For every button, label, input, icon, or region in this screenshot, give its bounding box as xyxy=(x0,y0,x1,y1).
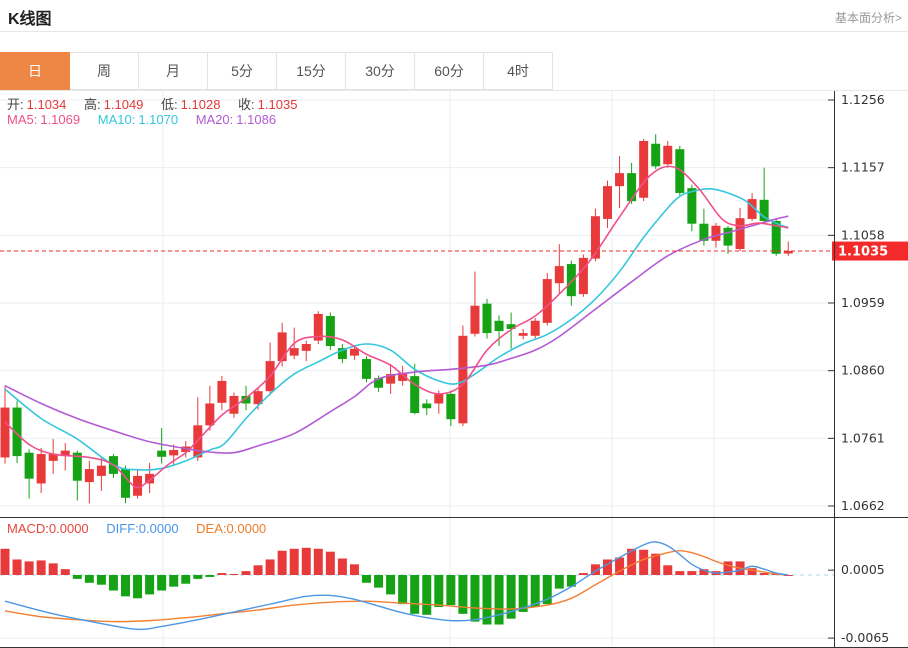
ma10-value: 1.1070 xyxy=(138,112,179,127)
ohlc-readout: 开: 1.1034 高: 1.1049 低: 1.1028 收: 1.1035 xyxy=(7,94,297,113)
svg-text:1.1256: 1.1256 xyxy=(841,92,885,107)
ma5-label: MA5: xyxy=(7,112,38,127)
close-label: 收: xyxy=(238,97,255,112)
current-price-marker: 1.1035 xyxy=(0,241,908,261)
period-tabbar: 日 周 月 5分 15分 30分 60分 4时 xyxy=(0,52,553,90)
tab-day[interactable]: 日 xyxy=(0,52,70,90)
svg-text:1.0860: 1.0860 xyxy=(841,363,885,378)
kline-chart-svg[interactable]: 1.1035 1.1256 1.1157 1.1058 1.0959 1.0860 1.07… xyxy=(0,91,908,648)
current-price-label xyxy=(832,241,908,261)
price-axis: 1.1256 1.1157 1.1058 1.0959 1.0860 1.0761 1.06… xyxy=(828,91,889,647)
ma10-line xyxy=(4,188,789,471)
tab-month[interactable]: 月 xyxy=(138,52,208,90)
tab-15min[interactable]: 15分 xyxy=(276,52,346,90)
ma-readout: MA5: 1.1069 MA10: 1.1070 MA20: 1.1086 xyxy=(7,112,276,127)
dif-line xyxy=(4,541,789,631)
low-label: 低: xyxy=(161,97,178,112)
tab-week[interactable]: 周 xyxy=(69,52,139,90)
close-value: 1.1035 xyxy=(257,97,298,112)
high-label: 高: xyxy=(84,97,101,112)
svg-text:1.0959: 1.0959 xyxy=(841,295,885,310)
tab-60min[interactable]: 60分 xyxy=(414,52,484,90)
diff-label: DIFF: xyxy=(106,521,139,536)
svg-text:1.1157: 1.1157 xyxy=(841,160,885,175)
svg-text:1.1058: 1.1058 xyxy=(841,227,885,242)
ma-lines xyxy=(4,165,789,489)
chart-area: 1.1035 1.1256 1.1157 1.1058 1.0959 1.0860 1.07… xyxy=(0,90,908,648)
tab-4hour[interactable]: 4时 xyxy=(483,52,553,90)
dea-value: 0.0000 xyxy=(226,521,267,536)
svg-text:0.0005: 0.0005 xyxy=(841,562,885,577)
tab-30min[interactable]: 30分 xyxy=(345,52,415,90)
macd-plot xyxy=(0,541,834,631)
grid-lines xyxy=(0,91,834,646)
macd-readout: MACD:0.0000 DIFF:0.0000 DEA:0.0000 xyxy=(7,521,266,536)
candlestick-plot xyxy=(0,134,793,504)
page-title: K线图 xyxy=(8,11,52,28)
ma20-value: 1.1086 xyxy=(236,112,277,127)
svg-text:-0.0065: -0.0065 xyxy=(841,630,889,645)
macd-value: 0.0000 xyxy=(48,521,89,536)
ma5-line xyxy=(4,165,789,489)
svg-text:1.1035: 1.1035 xyxy=(838,245,888,260)
diff-value: 0.0000 xyxy=(138,521,179,536)
ma20-label: MA20: xyxy=(195,112,234,127)
ma5-value: 1.1069 xyxy=(40,112,81,127)
open-label: 开: xyxy=(7,97,24,112)
open-value: 1.1034 xyxy=(26,97,67,112)
dea-line xyxy=(4,550,789,623)
high-value: 1.1049 xyxy=(103,97,144,112)
svg-text:1.0761: 1.0761 xyxy=(841,430,885,445)
low-value: 1.1028 xyxy=(180,97,221,112)
dea-label: DEA: xyxy=(196,521,227,536)
ma10-label: MA10: xyxy=(97,112,136,127)
fundamental-analysis-link[interactable]: 基本面分析> xyxy=(834,11,902,25)
ma20-line xyxy=(4,215,789,454)
tab-5min[interactable]: 5分 xyxy=(207,52,277,90)
macd-label: MACD: xyxy=(7,521,49,536)
svg-text:1.0662: 1.0662 xyxy=(841,498,885,513)
page-header: K线图 基本面分析> xyxy=(0,0,908,32)
